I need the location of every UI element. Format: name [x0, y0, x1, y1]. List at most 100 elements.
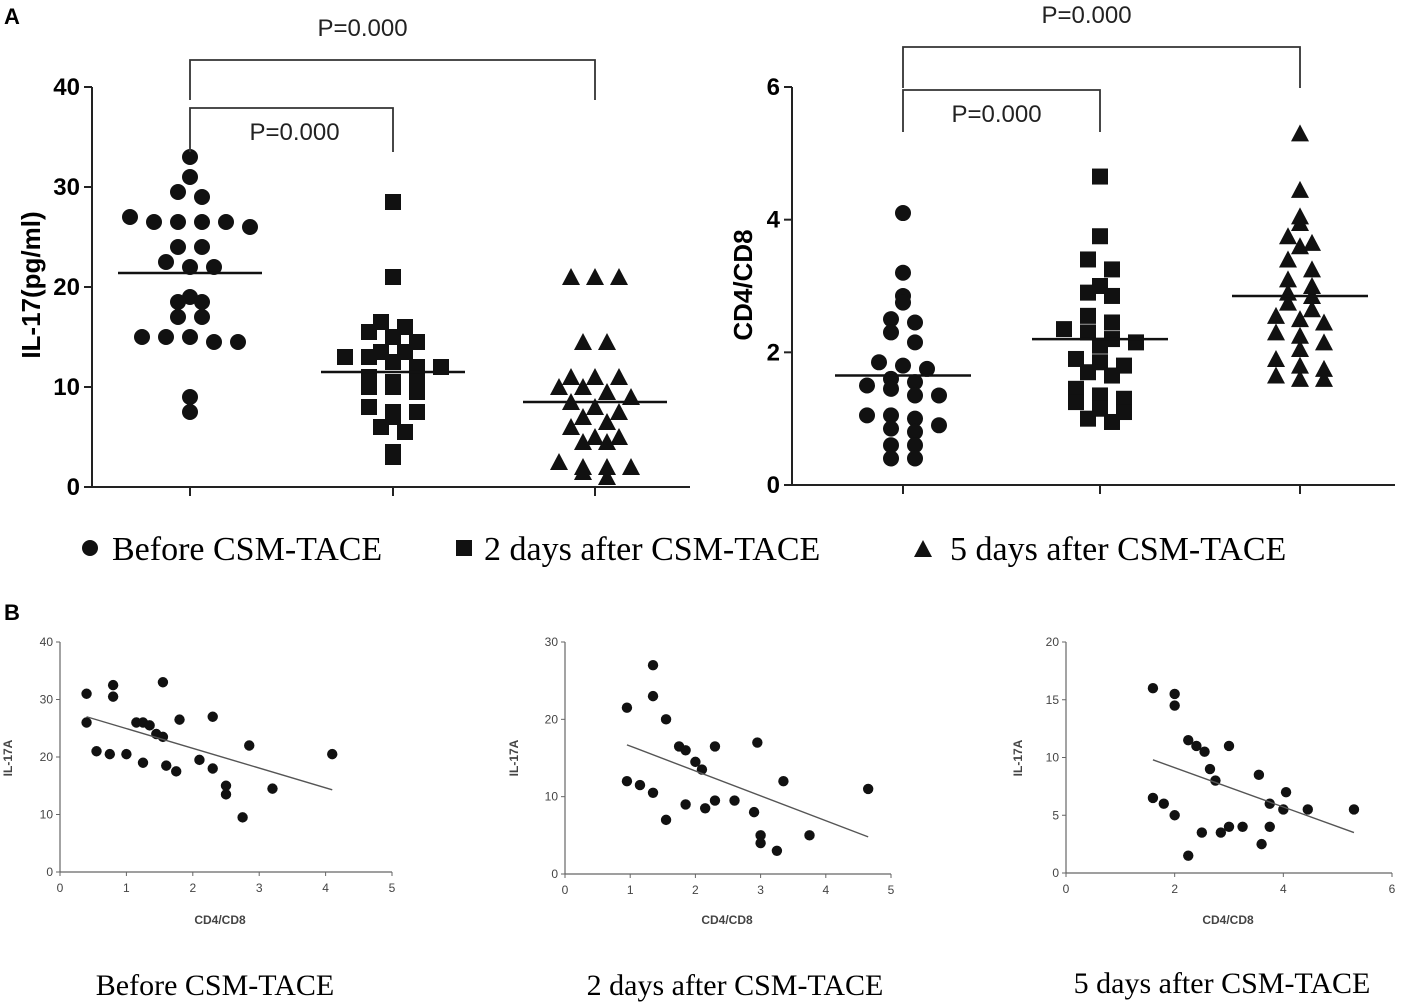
p-value-label: P=0.000 [249, 119, 339, 146]
data-point-circle [170, 309, 186, 325]
data-point-triangle [1315, 359, 1333, 377]
data-point-triangle [1279, 250, 1297, 268]
x-tick-label: 2 [692, 883, 699, 897]
chart-caption: 2 days after CSM-TACE [587, 969, 884, 1002]
data-point [81, 688, 92, 699]
data-point-circle [182, 169, 198, 185]
regression-line [626, 744, 869, 838]
y-tick-label: 0 [767, 472, 780, 499]
data-point-circle [859, 407, 875, 424]
data-point-circle [182, 259, 198, 275]
data-point-triangle [1291, 180, 1309, 198]
significance-bracket [902, 46, 1301, 88]
data-point-triangle [1267, 323, 1285, 341]
data-point-square [409, 384, 425, 400]
data-point [220, 780, 232, 791]
y-tick-label: 10 [545, 790, 559, 804]
data-point-circle [859, 377, 875, 394]
data-point [237, 812, 248, 823]
data-point-triangle [574, 463, 592, 480]
data-point-triangle [574, 408, 592, 425]
data-point [752, 737, 763, 748]
data-point-square [1104, 413, 1120, 430]
data-point-circle [907, 450, 923, 467]
data-point-triangle [1291, 326, 1309, 344]
data-point [621, 702, 633, 713]
panel-b-label: B [4, 600, 20, 625]
data-point-triangle [1315, 333, 1333, 351]
data-point-circle [883, 324, 899, 341]
data-point-circle [895, 264, 911, 281]
data-point-square [1068, 350, 1084, 367]
data-point [1169, 688, 1180, 700]
data-point [220, 789, 232, 800]
data-point-triangle [562, 418, 580, 435]
data-point-triangle [598, 333, 616, 350]
data-point [1223, 740, 1235, 752]
y-tick-label: 30 [545, 635, 559, 649]
data-point [81, 717, 92, 728]
y-axis-title: IL-17A [507, 739, 521, 776]
legend-label-5days: 5 days after CSM-TACE [950, 531, 1286, 568]
data-point [171, 766, 182, 777]
y-axis-title: IL-17(pg/ml) [16, 211, 46, 358]
x-tick-label: 0 [1063, 882, 1070, 896]
data-point [1237, 821, 1248, 832]
data-point-circle [907, 334, 923, 351]
data-point-triangle [1291, 124, 1309, 142]
data-point-square [1104, 287, 1120, 304]
data-point [161, 760, 172, 771]
data-point-square [1092, 337, 1108, 354]
data-point-circle [242, 219, 258, 235]
data-point [1158, 798, 1170, 809]
chart-correlation-2days: IL-17A CD4/CD8 2 days after CSM-TACE 010… [507, 635, 895, 1002]
data-point [207, 711, 218, 722]
y-tick-label: 0 [67, 474, 80, 501]
data-point-triangle [550, 378, 568, 395]
data-point [1169, 810, 1180, 821]
chart-caption: 5 days after CSM-TACE [1074, 967, 1371, 1000]
data-point [1302, 804, 1313, 815]
y-axis-title: IL-17A [1011, 739, 1025, 776]
data-point-triangle [1279, 293, 1297, 311]
data-point-circle [883, 311, 899, 328]
x-tick-label: 6 [1389, 882, 1396, 896]
legend-label-before: Before CSM-TACE [112, 531, 382, 568]
chart-correlation-before: IL-17A CD4/CD8 Before CSM-TACE 010203040… [1, 635, 396, 1002]
data-point-triangle [574, 378, 592, 395]
data-point-square [373, 419, 389, 435]
data-point [91, 746, 102, 757]
data-point-circle [134, 329, 150, 345]
data-point-triangle [1291, 369, 1309, 387]
y-tick-label: 20 [1046, 635, 1060, 649]
significance-bracket [902, 89, 1101, 132]
data-point-square [1080, 364, 1096, 381]
data-point [804, 830, 815, 841]
data-point-circle [182, 289, 198, 305]
data-point-triangle [1291, 356, 1309, 374]
y-tick-label: 30 [53, 174, 80, 201]
data-point-circle [871, 354, 887, 371]
data-point-triangle [586, 398, 604, 415]
data-point-circle [883, 407, 899, 424]
data-point-triangle [1267, 366, 1285, 384]
data-point-circle [158, 329, 174, 345]
data-point [1215, 827, 1227, 838]
data-point [1253, 769, 1265, 781]
y-tick-label: 40 [40, 635, 54, 649]
y-tick-label: 40 [53, 74, 80, 101]
data-point [327, 748, 338, 760]
data-point-triangle [598, 458, 616, 475]
data-point-circle [907, 314, 923, 331]
data-point-square [1104, 367, 1120, 384]
data-point-triangle [586, 268, 604, 285]
panel-a-label: A [4, 4, 20, 29]
data-point [267, 783, 278, 794]
data-point-circle [907, 423, 923, 440]
data-point-triangle [586, 428, 604, 445]
x-tick-label: 2 [189, 881, 196, 895]
chart-cd4cd8-by-group: CD4/CD8 0 2 4 6 P=0.000 P=0.000 [728, 2, 1395, 499]
legend-circle-marker [82, 540, 98, 556]
data-point-square [1056, 321, 1072, 338]
y-tick-label: 4 [767, 207, 781, 234]
